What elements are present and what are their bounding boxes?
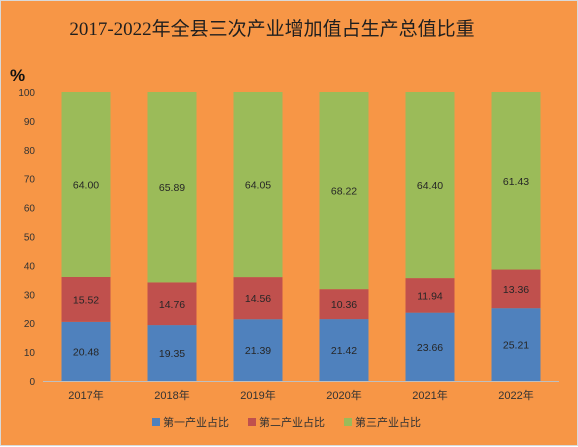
data-labels: 20.48 15.52 64.00 19.35 14.76 65.89 21.39 14.56… bbox=[73, 176, 529, 360]
bar-segment-3 bbox=[319, 92, 369, 290]
bar-segment-1 bbox=[61, 321, 111, 381]
x-tick-label: 2018年 bbox=[154, 388, 189, 402]
data-label: 21.39 bbox=[245, 345, 271, 357]
y-tick-label: 30 bbox=[24, 290, 36, 301]
data-label: 64.40 bbox=[417, 180, 443, 192]
bar-segment-1 bbox=[319, 319, 369, 381]
bar-segment-2 bbox=[319, 289, 369, 320]
y-tick-label: 60 bbox=[24, 204, 36, 215]
bar-segment-2 bbox=[61, 276, 111, 322]
y-axis-unit-label: % bbox=[10, 66, 25, 85]
data-label: 20.48 bbox=[73, 346, 99, 358]
data-label: 11.94 bbox=[417, 290, 443, 302]
y-tick-label: 0 bbox=[29, 377, 35, 388]
bar-segment-2 bbox=[405, 278, 455, 313]
x-tick-label: 2021年 bbox=[412, 388, 447, 402]
data-label: 68.22 bbox=[331, 186, 357, 198]
data-label: 13.36 bbox=[503, 284, 529, 296]
y-tick-label: 10 bbox=[24, 348, 36, 359]
data-label: 15.52 bbox=[73, 294, 99, 306]
legend-item: 第一产业占比 bbox=[152, 415, 229, 429]
bars bbox=[61, 92, 541, 381]
bar-segment-2 bbox=[233, 277, 283, 320]
data-label: 64.05 bbox=[245, 180, 271, 192]
y-tick-label: 70 bbox=[24, 175, 36, 186]
data-label: 19.35 bbox=[159, 348, 185, 360]
legend-swatch bbox=[152, 418, 160, 426]
data-label: 64.00 bbox=[73, 179, 99, 191]
data-label: 61.43 bbox=[503, 176, 529, 188]
bar-segment-3 bbox=[405, 92, 455, 279]
data-label: 25.21 bbox=[503, 340, 529, 352]
x-tick-label: 2019年 bbox=[240, 388, 275, 402]
legend-swatch bbox=[248, 418, 256, 426]
bar-segment-1 bbox=[147, 325, 197, 381]
x-tick-label: 2020年 bbox=[326, 388, 361, 402]
bar-segment-2 bbox=[491, 269, 541, 309]
bar-segment-2 bbox=[147, 282, 197, 326]
legend-item: 第三产业占比 bbox=[344, 415, 421, 429]
bar-segment-3 bbox=[61, 92, 111, 277]
legend-label: 第三产业占比 bbox=[355, 415, 421, 429]
bar-segment-3 bbox=[147, 92, 197, 283]
data-label: 14.76 bbox=[159, 299, 185, 311]
y-tick-label: 50 bbox=[24, 233, 36, 244]
data-label: 65.89 bbox=[159, 182, 185, 194]
legend-item: 第二产业占比 bbox=[248, 415, 325, 429]
data-label: 21.42 bbox=[331, 345, 357, 357]
x-tick-label: 2017年 bbox=[68, 388, 103, 402]
chart-title: 2017-2022年全县三次产业增加值占生产总值比重 bbox=[69, 18, 474, 40]
bar-segment-1 bbox=[233, 319, 283, 381]
legend-label: 第一产业占比 bbox=[163, 415, 229, 429]
y-tick-label: 20 bbox=[24, 319, 36, 330]
legend: 第一产业占比 第二产业占比 第三产业占比 bbox=[152, 415, 421, 429]
bar-segment-3 bbox=[491, 92, 541, 270]
bar-segment-1 bbox=[405, 312, 455, 381]
y-tick-label: 100 bbox=[18, 88, 35, 99]
x-tick-label: 2022年 bbox=[498, 388, 533, 402]
data-label: 23.66 bbox=[417, 342, 443, 354]
y-tick-label: 80 bbox=[24, 146, 36, 157]
bar-segment-3 bbox=[233, 92, 283, 278]
bar-segment-1 bbox=[491, 308, 541, 381]
y-tick-label: 90 bbox=[24, 117, 36, 128]
data-label: 10.36 bbox=[331, 299, 357, 311]
legend-label: 第二产业占比 bbox=[259, 415, 325, 429]
data-label: 14.56 bbox=[245, 293, 271, 305]
legend-swatch bbox=[344, 418, 352, 426]
axes: 0 10 20 30 40 50 60 70 80 90 100 2017年 2018年 2019年 202… bbox=[18, 88, 559, 402]
y-tick-label: 40 bbox=[24, 261, 36, 272]
